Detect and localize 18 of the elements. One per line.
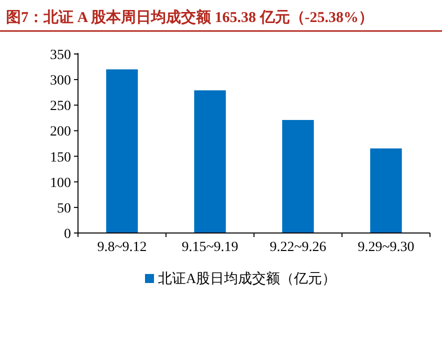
- legend-label: 北证A股日均成交额（亿元）: [158, 271, 336, 287]
- y-tick-label: 300: [50, 74, 71, 89]
- y-tick-label: 350: [50, 48, 71, 63]
- x-tick-label: 9.8~9.12: [97, 240, 147, 255]
- chart-title: 图7：北证 A 股本周日均成交额 165.38 亿元（-25.38%）: [6, 8, 374, 26]
- y-tick-label: 200: [50, 124, 71, 140]
- y-tick-label: 50: [57, 201, 71, 216]
- y-tick-label: 0: [64, 227, 71, 242]
- x-tick-label: 9.15~9.19: [182, 240, 238, 255]
- bar: [194, 90, 226, 233]
- bar: [106, 69, 138, 233]
- bar: [370, 148, 402, 233]
- x-tick-label: 9.22~9.26: [270, 240, 326, 255]
- y-tick-label: 150: [50, 150, 71, 166]
- bar: [282, 120, 314, 233]
- y-tick-label: 250: [50, 99, 71, 114]
- x-tick-label: 9.29~9.30: [358, 240, 414, 255]
- y-tick-label: 100: [50, 176, 71, 191]
